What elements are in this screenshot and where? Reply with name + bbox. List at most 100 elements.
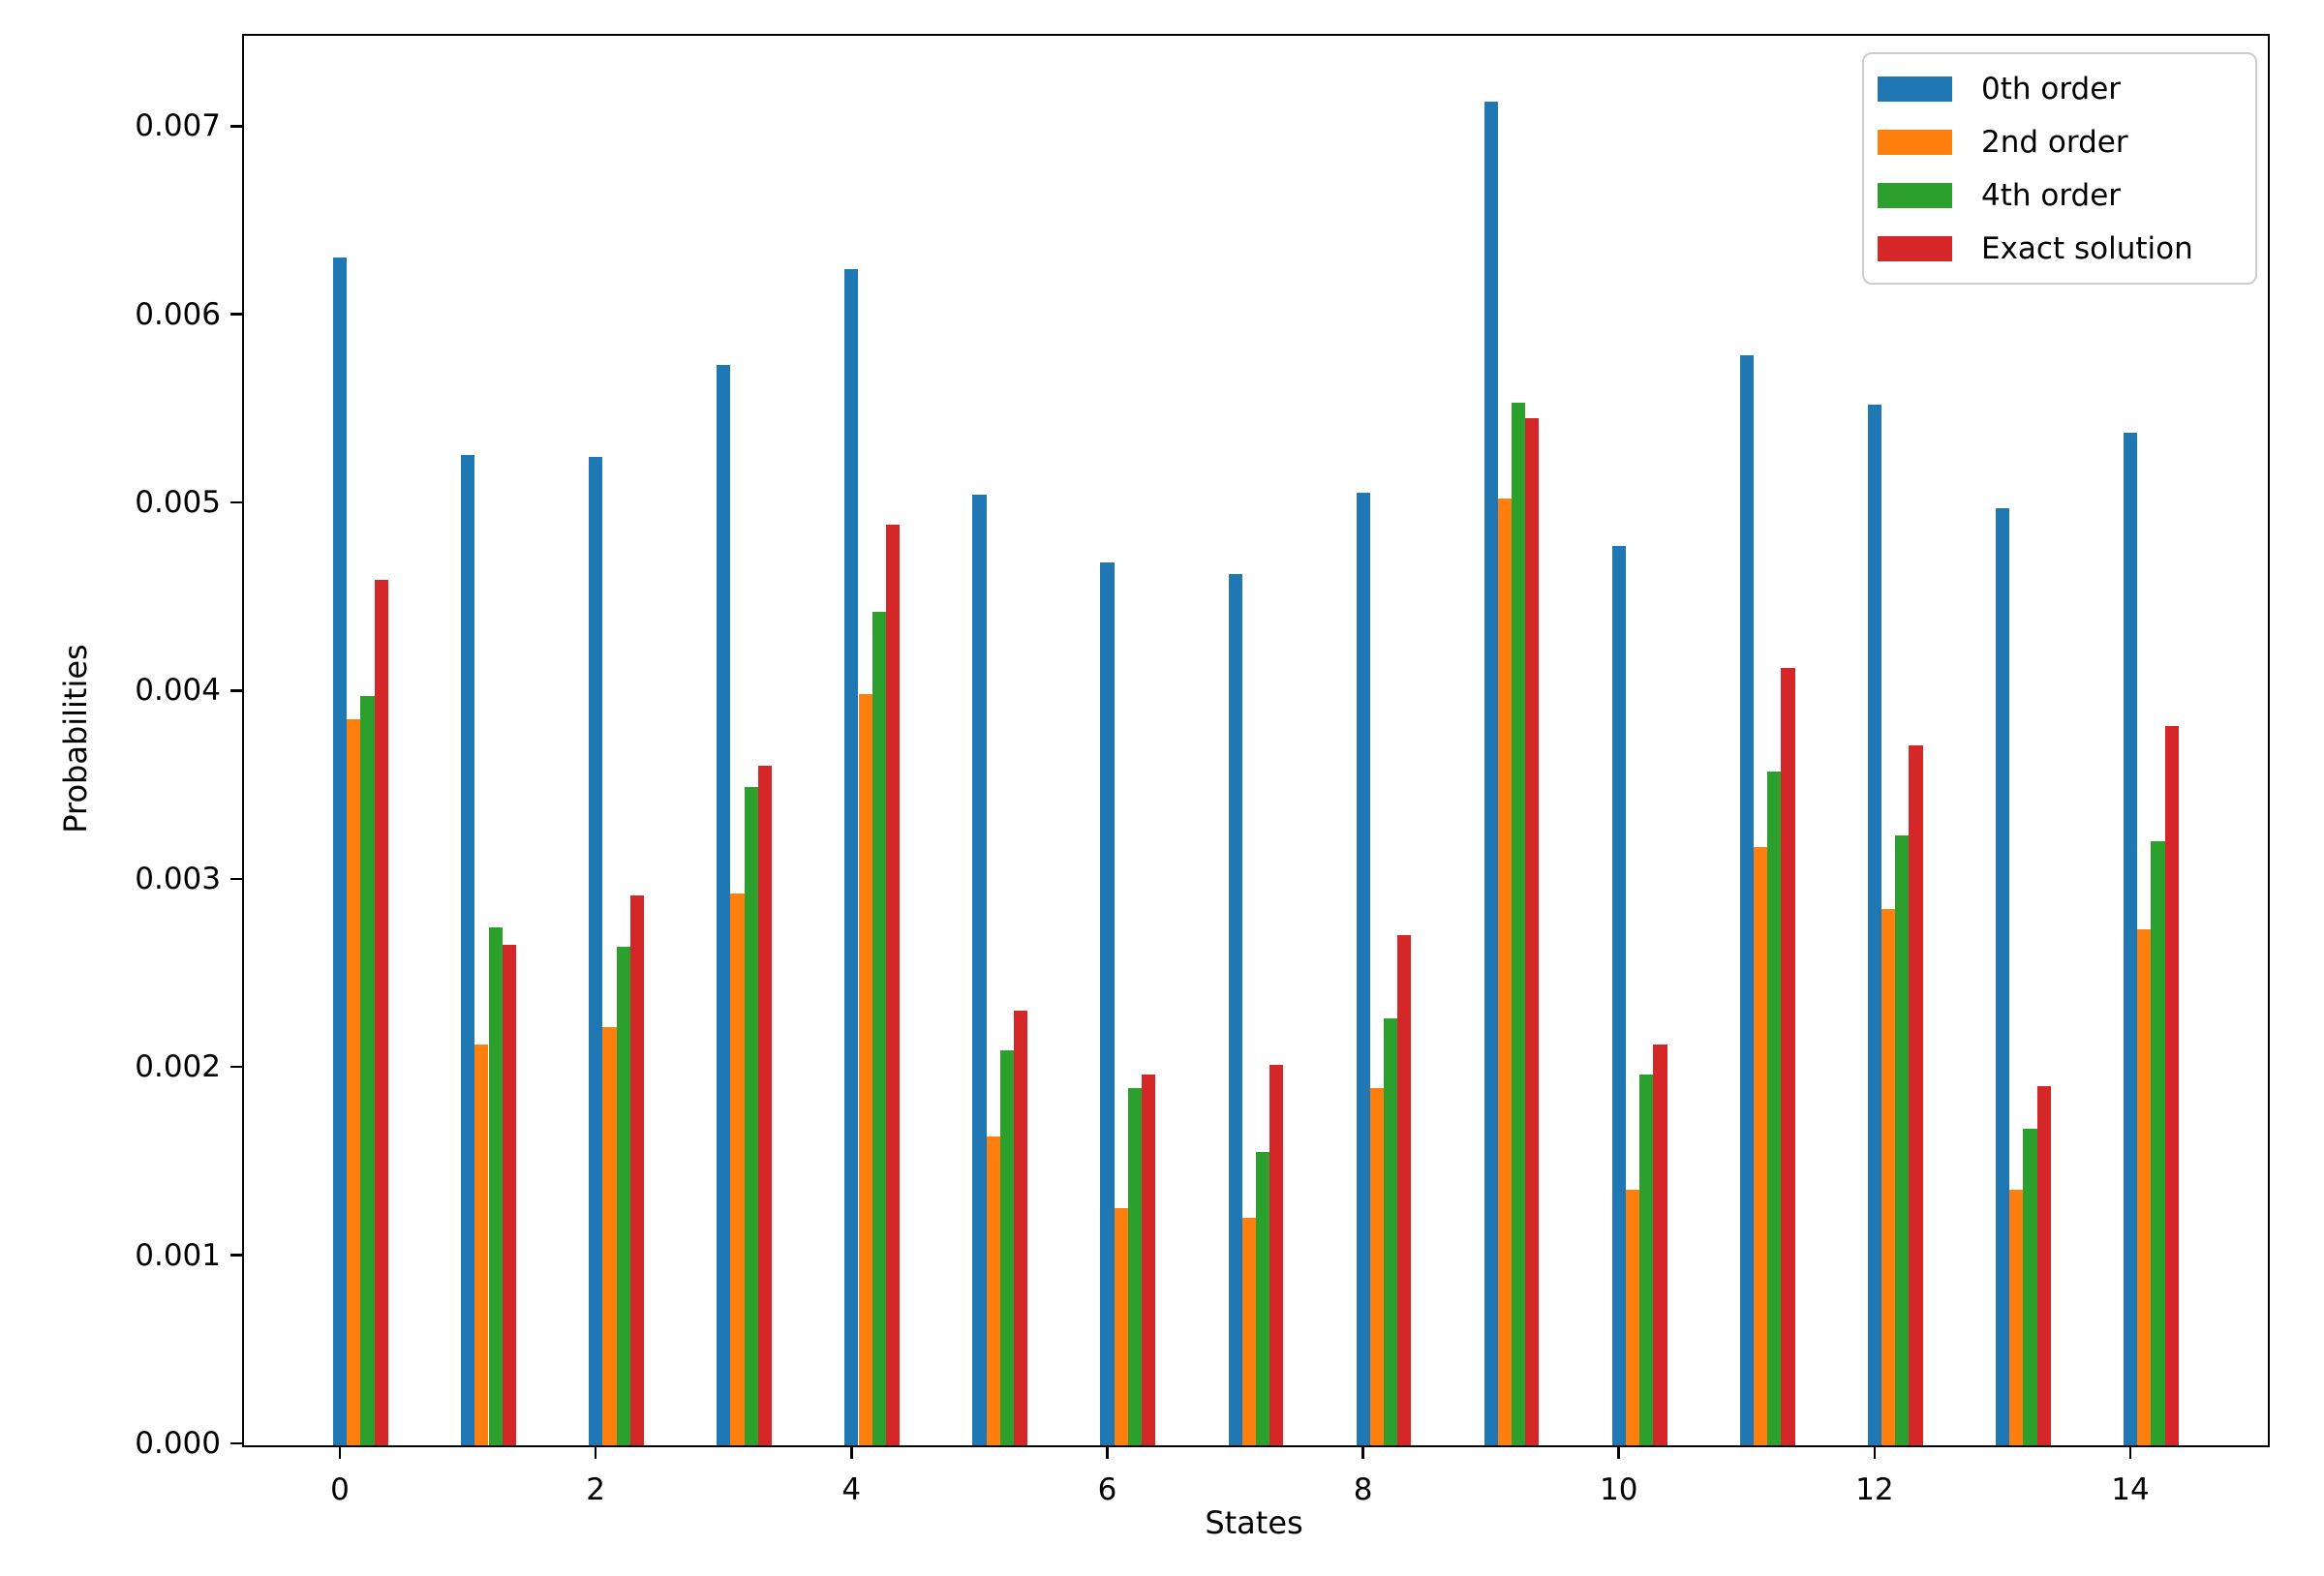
bar bbox=[1383, 1017, 1398, 1445]
bar bbox=[1639, 1075, 1654, 1445]
bar bbox=[999, 1049, 1014, 1445]
bar bbox=[1867, 405, 1882, 1445]
y-tick-mark bbox=[230, 877, 242, 881]
bar bbox=[1611, 545, 1626, 1445]
bar bbox=[360, 696, 375, 1445]
bar bbox=[1995, 507, 2010, 1445]
bar bbox=[717, 365, 731, 1445]
x-tick-mark bbox=[1106, 1445, 1109, 1459]
bar bbox=[1497, 499, 1513, 1445]
y-tick-mark bbox=[230, 1254, 242, 1257]
x-tick-mark bbox=[338, 1445, 342, 1459]
bar bbox=[972, 495, 987, 1445]
y-tick-mark bbox=[230, 689, 242, 692]
bar bbox=[730, 894, 745, 1445]
bar bbox=[1483, 102, 1498, 1445]
bar bbox=[858, 694, 872, 1445]
x-tick-mark bbox=[850, 1445, 853, 1459]
legend-item: 4th order bbox=[1864, 168, 2255, 222]
bar bbox=[1909, 744, 1923, 1445]
y-axis-label: Probabilities bbox=[57, 644, 94, 833]
y-tick-label: 0.003 bbox=[135, 861, 221, 896]
x-axis-label: States bbox=[1205, 1504, 1303, 1541]
bar bbox=[333, 258, 348, 1445]
x-tick-label: 0 bbox=[330, 1472, 350, 1507]
bar bbox=[629, 895, 644, 1445]
bar bbox=[744, 786, 758, 1445]
legend-swatch bbox=[1878, 129, 1952, 155]
bar bbox=[1397, 935, 1412, 1445]
x-tick-label: 6 bbox=[1097, 1472, 1117, 1507]
bar bbox=[461, 455, 475, 1445]
bar bbox=[1142, 1075, 1156, 1445]
bar bbox=[844, 269, 859, 1445]
legend-swatch bbox=[1878, 235, 1952, 261]
bar bbox=[1127, 1087, 1143, 1445]
y-tick-label: 0.004 bbox=[135, 673, 221, 709]
x-tick-mark bbox=[1361, 1445, 1364, 1459]
y-tick-label: 0.006 bbox=[135, 296, 221, 332]
bar bbox=[2151, 841, 2165, 1445]
bar bbox=[1255, 1151, 1270, 1445]
y-tick-mark bbox=[230, 1441, 242, 1445]
bar bbox=[1241, 1217, 1256, 1445]
legend: 0th order 2nd order 4th order Exact solutio… bbox=[1862, 52, 2257, 285]
y-tick-label: 0.007 bbox=[135, 108, 221, 144]
bar bbox=[2036, 1085, 2051, 1445]
bar bbox=[1781, 668, 1795, 1445]
y-tick-mark bbox=[230, 313, 242, 316]
x-tick-label: 4 bbox=[841, 1472, 862, 1507]
bar bbox=[1753, 846, 1768, 1445]
legend-swatch bbox=[1878, 76, 1952, 102]
legend-item: Exact solution bbox=[1864, 222, 2255, 275]
x-tick-mark bbox=[594, 1445, 597, 1459]
x-tick-label: 10 bbox=[1599, 1472, 1638, 1507]
bar bbox=[757, 766, 773, 1445]
bar bbox=[589, 457, 603, 1445]
legend-label: 2nd order bbox=[1981, 124, 2128, 160]
bar bbox=[488, 927, 503, 1445]
legend-label: 4th order bbox=[1981, 177, 2122, 213]
legend-label: Exact solution bbox=[1981, 230, 2193, 266]
bar bbox=[1895, 835, 1910, 1445]
bar bbox=[2009, 1189, 2024, 1445]
bar bbox=[1228, 573, 1242, 1445]
legend-swatch bbox=[1878, 182, 1952, 208]
y-tick-mark bbox=[230, 1065, 242, 1069]
x-tick-mark bbox=[1873, 1445, 1877, 1459]
y-tick-label: 0.005 bbox=[135, 485, 221, 521]
bar bbox=[986, 1137, 1000, 1445]
bar bbox=[2137, 929, 2152, 1445]
bar bbox=[1739, 355, 1754, 1445]
bar bbox=[872, 611, 886, 1445]
x-tick-label: 8 bbox=[1353, 1472, 1373, 1507]
bar bbox=[885, 525, 901, 1445]
x-tick-label: 14 bbox=[2111, 1472, 2150, 1507]
legend-item: 0th order bbox=[1864, 62, 2255, 115]
x-tick-label: 12 bbox=[1855, 1472, 1894, 1507]
bar bbox=[374, 579, 388, 1445]
bar bbox=[1369, 1087, 1384, 1445]
bar bbox=[1013, 1010, 1028, 1445]
y-tick-label: 0.001 bbox=[135, 1237, 221, 1273]
bar bbox=[1653, 1044, 1667, 1445]
bar bbox=[602, 1027, 617, 1445]
bar bbox=[347, 718, 361, 1445]
bar bbox=[502, 944, 516, 1445]
legend-item: 2nd order bbox=[1864, 115, 2255, 168]
bar bbox=[1100, 562, 1115, 1445]
bar bbox=[616, 946, 630, 1445]
bar bbox=[2124, 433, 2138, 1445]
y-tick-label: 0.002 bbox=[135, 1049, 221, 1085]
y-tick-label: 0.000 bbox=[135, 1426, 221, 1461]
x-tick-mark bbox=[1617, 1445, 1620, 1459]
bar bbox=[1625, 1189, 1640, 1445]
bar bbox=[1881, 908, 1896, 1445]
x-tick-label: 2 bbox=[586, 1472, 606, 1507]
bar bbox=[1767, 772, 1782, 1445]
y-tick-mark bbox=[230, 500, 242, 504]
bar bbox=[1269, 1065, 1284, 1445]
bar bbox=[1114, 1208, 1128, 1445]
x-tick-mark bbox=[2128, 1445, 2132, 1459]
